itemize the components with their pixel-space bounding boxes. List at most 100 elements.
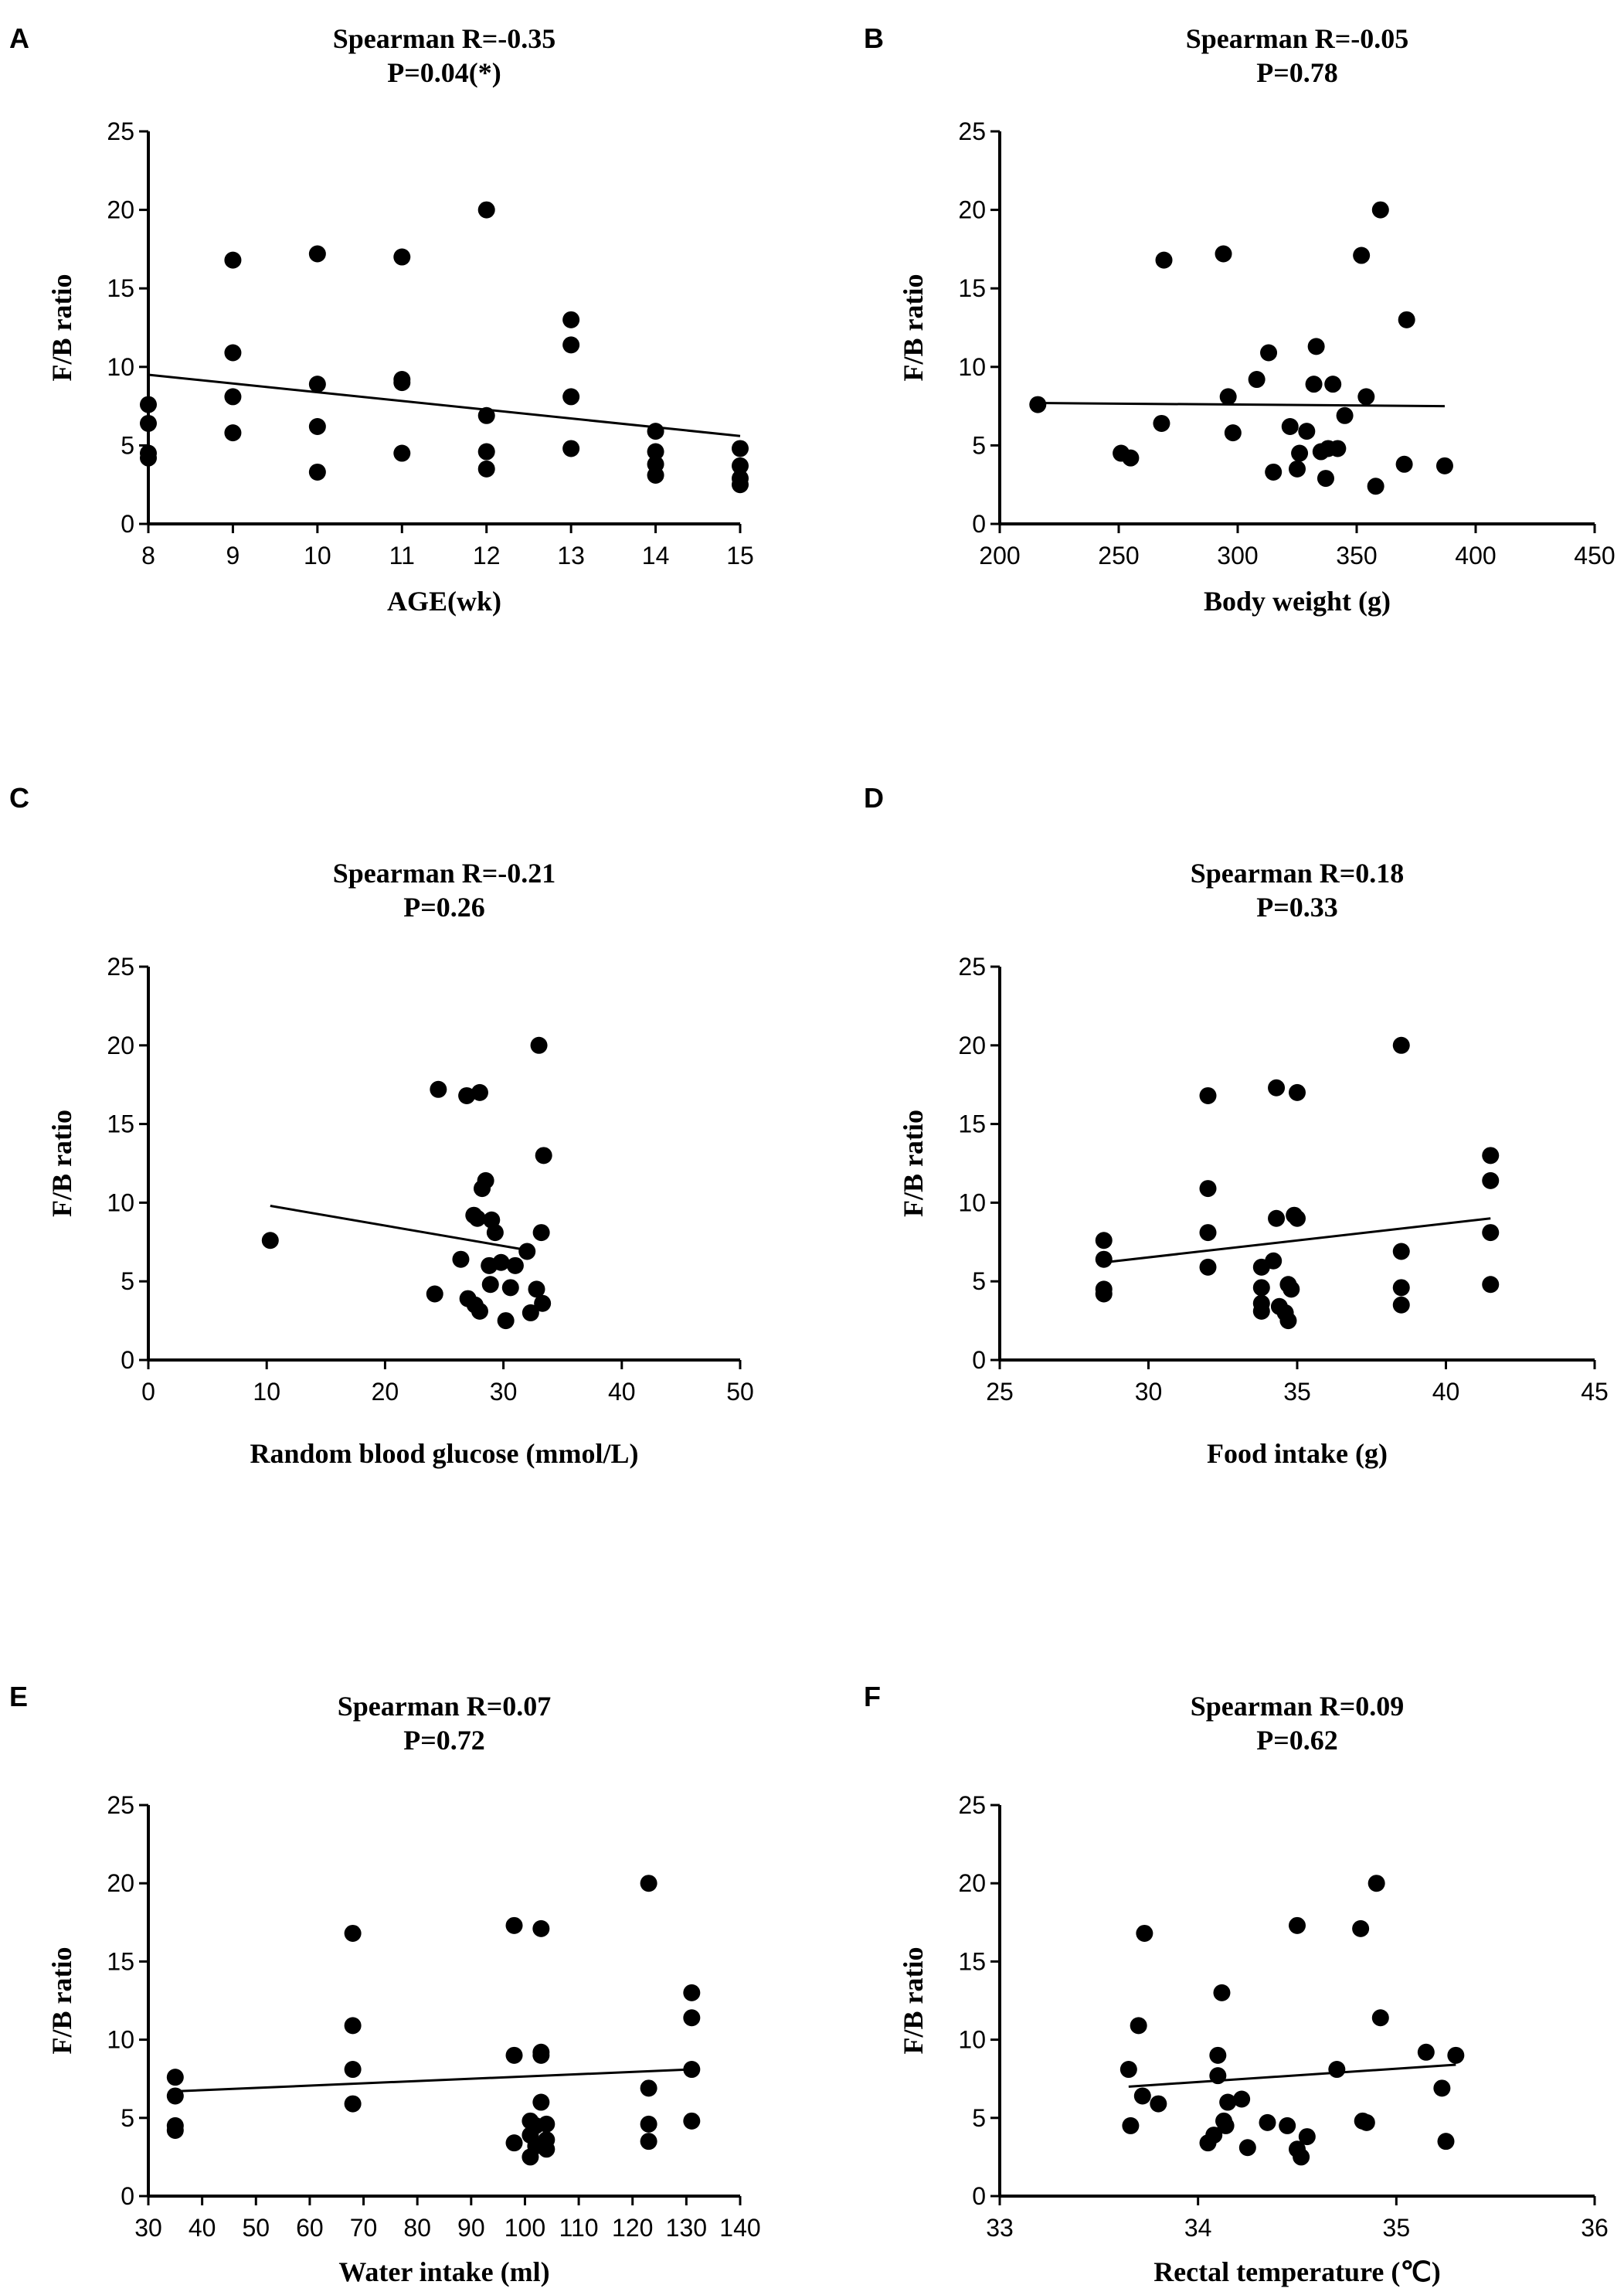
- x-tick-label: 450: [1574, 542, 1615, 570]
- data-point: [1437, 2133, 1455, 2150]
- data-point: [1289, 1209, 1306, 1227]
- y-tick-label: 10: [958, 2026, 986, 2054]
- y-tick-label: 20: [958, 196, 986, 224]
- regression-line: [148, 373, 741, 437]
- y-tick-label: 5: [972, 431, 986, 459]
- data-point: [1283, 1280, 1300, 1298]
- y-tick-label: 5: [121, 431, 134, 459]
- data-point: [224, 251, 242, 269]
- y-tick-label: 25: [958, 117, 986, 145]
- x-tick-label: 10: [304, 542, 331, 570]
- x-axis-label: Food intake (g): [1207, 1438, 1388, 1469]
- x-tick-label: 20: [372, 1378, 399, 1406]
- data-point: [647, 423, 664, 440]
- data-point: [430, 1080, 447, 1098]
- regression-line: [1038, 402, 1445, 408]
- data-point: [1367, 1875, 1385, 1892]
- data-point: [1293, 2148, 1310, 2166]
- data-point: [562, 311, 580, 328]
- data-point: [468, 1209, 486, 1227]
- data-point: [1233, 2090, 1251, 2108]
- x-tick-label: 40: [1432, 1378, 1460, 1406]
- data-point: [1217, 2116, 1235, 2134]
- x-tick-label: 40: [189, 2214, 216, 2242]
- y-tick-label: 15: [107, 1110, 134, 1138]
- y-tick-label: 10: [107, 2026, 134, 2054]
- data-point: [1307, 338, 1325, 355]
- data-point: [471, 1302, 488, 1320]
- panel-b: B Spearman R=-0.05P=0.78 0 5 10 15 20 25 200 250 3…: [864, 22, 1616, 617]
- data-point: [1289, 460, 1306, 478]
- data-point: [224, 344, 242, 362]
- panel-c: C Spearman R=-0.21P=0.26 0 5 10 15 20 25 0 10 20 30…: [9, 782, 754, 1469]
- data-point: [1298, 423, 1316, 440]
- chart-title: Spearman R=-0.21: [333, 858, 556, 889]
- data-point: [532, 2093, 550, 2111]
- y-axis-label: F/B ratio: [46, 1947, 77, 2055]
- data-point: [505, 2134, 523, 2152]
- data-point: [1153, 414, 1170, 432]
- data-point: [344, 1924, 362, 1942]
- data-point: [1252, 1302, 1270, 1320]
- data-point: [166, 2121, 184, 2139]
- data-point: [166, 2069, 184, 2086]
- data-point: [1291, 444, 1309, 462]
- panel-letter: D: [864, 782, 884, 814]
- regression-line: [1128, 2063, 1456, 2088]
- data-point: [683, 2009, 701, 2027]
- data-point: [471, 1083, 488, 1101]
- data-point: [166, 2087, 184, 2105]
- y-tick-label: 0: [121, 2182, 134, 2210]
- data-point: [1279, 2116, 1296, 2134]
- regression-line: [270, 1204, 526, 1251]
- y-axis-label: F/B ratio: [898, 274, 929, 382]
- x-tick-label: 100: [505, 2214, 545, 2242]
- data-point: [1095, 1250, 1113, 1268]
- data-point: [1205, 2127, 1223, 2144]
- data-point: [393, 374, 411, 392]
- data-point: [1447, 2046, 1465, 2064]
- y-tick-label: 20: [958, 1032, 986, 1059]
- data-point: [477, 406, 495, 424]
- panel-letter: F: [864, 1681, 881, 1712]
- x-tick-label: 45: [1581, 1378, 1609, 1406]
- data-point: [1324, 376, 1342, 393]
- panel-letter: B: [864, 22, 884, 54]
- data-point: [1199, 1086, 1217, 1104]
- data-point: [522, 1304, 539, 1321]
- x-tick-label: 110: [559, 2214, 599, 2242]
- data-point: [1357, 388, 1375, 406]
- data-point: [1238, 2139, 1256, 2157]
- y-tick-label: 0: [972, 1346, 986, 1374]
- x-tick-label: 30: [134, 2214, 162, 2242]
- panel-d: D Spearman R=0.18P=0.33 0 5 10 15 20 25 25 30 35 40…: [864, 782, 1609, 1469]
- y-tick-label: 20: [107, 196, 134, 224]
- data-point: [1435, 457, 1453, 474]
- x-tick-label: 0: [141, 1378, 155, 1406]
- x-axis-label: Body weight (g): [1204, 586, 1391, 617]
- data-point: [1209, 2046, 1227, 2064]
- x-axis-label: Water intake (ml): [338, 2256, 549, 2287]
- data-point: [732, 457, 749, 474]
- x-tick-label: 30: [490, 1378, 518, 1406]
- x-tick-label: 35: [1383, 2214, 1411, 2242]
- y-tick-label: 0: [972, 510, 986, 538]
- data-point: [393, 248, 411, 266]
- data-point: [140, 396, 157, 413]
- y-tick-label: 0: [121, 510, 134, 538]
- data-point: [640, 1875, 657, 1892]
- data-point: [1215, 245, 1232, 263]
- x-tick-label: 350: [1336, 542, 1377, 570]
- panel-a: A Spearman R=-0.35P=0.04(*) 0 5 10 15 20 25 8 9 10…: [9, 22, 754, 617]
- data-point: [1213, 1984, 1231, 2001]
- x-tick-label: 11: [389, 542, 415, 570]
- data-point: [1199, 1224, 1217, 1242]
- regression-line: [1103, 1217, 1491, 1264]
- panel-letter: A: [9, 22, 29, 54]
- data-point: [140, 414, 157, 432]
- x-tick-label: 200: [979, 542, 1020, 570]
- data-point: [1328, 2061, 1346, 2079]
- y-tick-label: 25: [107, 1791, 134, 1819]
- data-point: [1209, 2067, 1227, 2085]
- x-tick-label: 10: [253, 1378, 280, 1406]
